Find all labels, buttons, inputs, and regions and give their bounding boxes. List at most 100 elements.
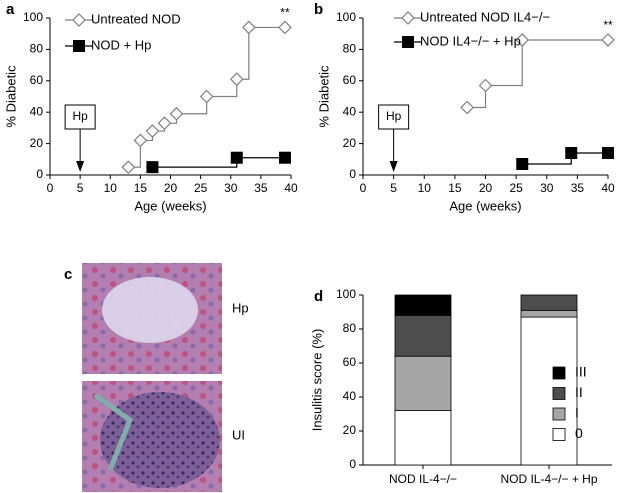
y-tick-label: 20: [343, 423, 357, 437]
marker: [478, 78, 493, 93]
annotation: Hp: [72, 109, 88, 123]
marker: [516, 158, 529, 171]
x-tick-label: 30: [540, 181, 554, 195]
marker: [601, 33, 615, 47]
y-tick-label: 80: [343, 321, 357, 335]
legend-label: III: [575, 364, 587, 380]
arrow-head: [76, 161, 85, 172]
y-tick-label: 40: [343, 389, 357, 403]
marker: [229, 72, 244, 87]
arrow-head: [389, 161, 398, 172]
step-line: [485, 39, 523, 87]
x-tick-label: 35: [254, 181, 268, 195]
marker: [146, 161, 159, 174]
marker: [515, 33, 530, 47]
annotation-box: [64, 104, 96, 130]
marker: [602, 147, 614, 160]
marker: [145, 124, 160, 138]
y-tick-label: 60: [343, 355, 357, 369]
x-tick-label: 10: [418, 181, 432, 195]
y-tick-label: 60: [343, 73, 357, 87]
y-tick-label: 40: [343, 104, 357, 118]
panel-label: b: [314, 1, 323, 18]
marker: [157, 116, 172, 131]
y-tick-label: 0: [36, 167, 43, 181]
x-tick-label: 40: [601, 181, 615, 195]
marker: [241, 20, 256, 35]
legend-label: NOD + Hp: [91, 37, 151, 52]
image-label: UI: [232, 427, 245, 442]
y-tick-label: 100: [336, 287, 356, 301]
legend-swatch: [552, 387, 566, 400]
x-axis-label: Age (weeks): [134, 198, 206, 213]
y-axis-label: % Diabetic: [3, 65, 18, 128]
legend-marker: [72, 13, 86, 27]
step-line: [236, 27, 250, 80]
legend-marker: [401, 11, 415, 25]
x-tick-label: 10: [104, 181, 118, 195]
marker: [278, 151, 291, 164]
legend-label: Untreated NOD IL4−/−: [420, 9, 550, 24]
x-axis-label: Age (weeks): [449, 198, 521, 213]
y-tick-label: 0: [349, 457, 356, 471]
bar-segment: [520, 294, 578, 311]
significance: **: [603, 18, 613, 32]
marker: [565, 147, 578, 160]
x-tick-label: NOD IL-4−/− + Hp: [500, 472, 597, 486]
bar-segment: [520, 309, 578, 318]
tissue-image: [82, 263, 222, 374]
significance: **: [280, 6, 290, 20]
step-line: [522, 153, 572, 165]
x-tick-label: 15: [448, 181, 462, 195]
legend-label: NOD IL4−/− + Hp: [420, 33, 521, 48]
bar-segment: [394, 355, 452, 412]
y-axis-label: % Diabetic: [316, 65, 331, 128]
marker: [460, 100, 474, 115]
tissue-image: [82, 381, 222, 492]
x-tick-label: 20: [479, 181, 493, 195]
x-tick-label: 35: [571, 181, 585, 195]
bar-segment: [394, 294, 452, 316]
x-tick-label: 0: [47, 181, 54, 195]
x-tick-label: 40: [284, 181, 298, 195]
legend-label: 0: [575, 425, 583, 441]
x-tick-label: 25: [194, 181, 208, 195]
y-tick-label: 20: [30, 136, 44, 150]
bar-segment: [394, 314, 452, 357]
x-tick-label: 30: [224, 181, 238, 195]
legend-swatch: [552, 428, 566, 441]
panel-label: c: [64, 266, 72, 283]
legend-swatch: [552, 366, 566, 380]
marker: [133, 133, 148, 148]
bar-segment: [394, 410, 452, 466]
legend-swatch: [552, 407, 566, 421]
y-tick-label: 40: [30, 104, 44, 118]
y-axis-label: Insulitis score (%): [309, 329, 324, 432]
x-tick-label: 5: [77, 181, 84, 195]
x-tick-label: 20: [164, 181, 178, 195]
annotation-box: [378, 104, 410, 130]
legend-marker: [73, 40, 85, 52]
panel-label: d: [314, 288, 323, 305]
marker: [121, 160, 136, 174]
x-tick-label: NOD IL-4−/−: [389, 472, 457, 486]
marker: [278, 20, 292, 35]
marker: [169, 106, 184, 121]
y-tick-label: 60: [30, 73, 44, 87]
legend-label: II: [575, 384, 583, 400]
legend-label: I: [575, 405, 579, 421]
marker: [230, 151, 243, 164]
y-tick-label: 80: [30, 42, 44, 56]
marker: [199, 89, 214, 104]
step-line: [176, 96, 208, 115]
y-tick-label: 80: [343, 42, 357, 56]
y-tick-label: 0: [349, 167, 356, 181]
bar-segment: [520, 316, 578, 466]
y-tick-label: 100: [23, 10, 43, 24]
x-tick-label: 25: [509, 181, 523, 195]
panel-label: a: [6, 1, 15, 18]
legend-marker: [402, 36, 414, 48]
y-tick-label: 100: [336, 10, 356, 24]
step-line: [152, 157, 238, 168]
